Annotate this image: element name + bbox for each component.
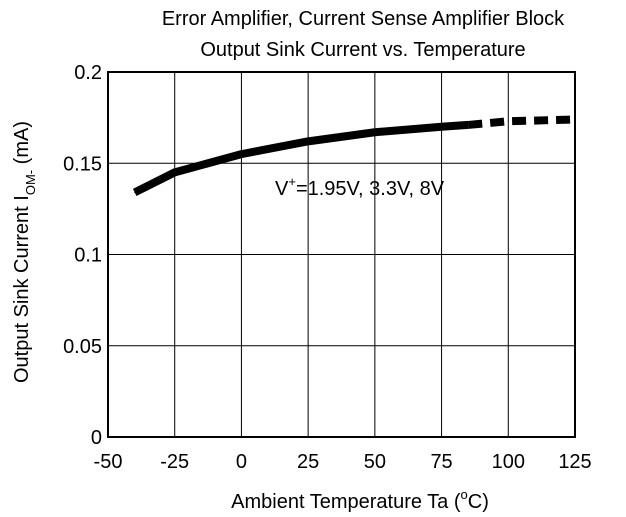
y-tick-label: 0.1 xyxy=(74,245,102,267)
data-point xyxy=(134,191,136,193)
x-axis-label-end: C) xyxy=(468,491,489,513)
data-point xyxy=(507,120,509,122)
x-tick-label: 125 xyxy=(558,451,591,473)
data-point xyxy=(240,153,242,155)
data-point xyxy=(441,126,443,128)
annotation-sup: + xyxy=(288,174,296,189)
grid xyxy=(107,71,576,438)
x-tick-labels: -50 -25 0 25 50 75 100 125 xyxy=(94,451,592,473)
x-axis-label-main: Ambient Temperature Ta ( xyxy=(231,491,461,513)
y-tick-label: 0.2 xyxy=(74,62,102,84)
y-tick-label: 0 xyxy=(91,427,102,449)
plot-frame xyxy=(107,71,576,438)
y-axis-label-sub: OM- xyxy=(23,170,38,195)
x-tick-label: 75 xyxy=(430,451,452,473)
data-point xyxy=(374,131,376,133)
x-tick-label: -25 xyxy=(160,451,189,473)
data-point xyxy=(574,118,576,120)
chart-title-line1: Error Amplifier, Current Sense Amplifier… xyxy=(162,8,565,30)
y-tick-label: 0.15 xyxy=(63,153,102,175)
series-line-dashed xyxy=(467,115,576,129)
chart-title-line2: Output Sink Current vs. Temperature xyxy=(200,39,525,61)
voltage-annotation: V+=1.95V, 3.3V, 8V xyxy=(275,174,445,200)
y-axis-label-end: (mA) xyxy=(11,121,33,170)
x-tick-label: 50 xyxy=(364,451,386,473)
data-point xyxy=(467,124,469,126)
y-axis-label-main: Output Sink Current I xyxy=(11,195,33,383)
annotation-values: =1.95V, 3.3V, 8V xyxy=(296,178,445,200)
x-tick-label: 25 xyxy=(297,451,319,473)
y-tick-labels: 0 0.05 0.1 0.15 0.2 xyxy=(63,62,102,449)
annotation-v: V xyxy=(275,178,289,200)
series-layer xyxy=(132,115,576,197)
x-tick-label: 100 xyxy=(492,451,525,473)
x-tick-label: -50 xyxy=(94,451,123,473)
data-point xyxy=(307,140,309,142)
y-tick-label: 0.05 xyxy=(63,336,102,358)
x-tick-label: 0 xyxy=(236,451,247,473)
x-axis-label-sup: o xyxy=(461,487,468,502)
y-axis-label: Output Sink Current IOM- (mA) xyxy=(11,121,38,383)
data-point xyxy=(174,171,176,173)
x-axis-label: Ambient Temperature Ta (oC) xyxy=(231,487,489,513)
